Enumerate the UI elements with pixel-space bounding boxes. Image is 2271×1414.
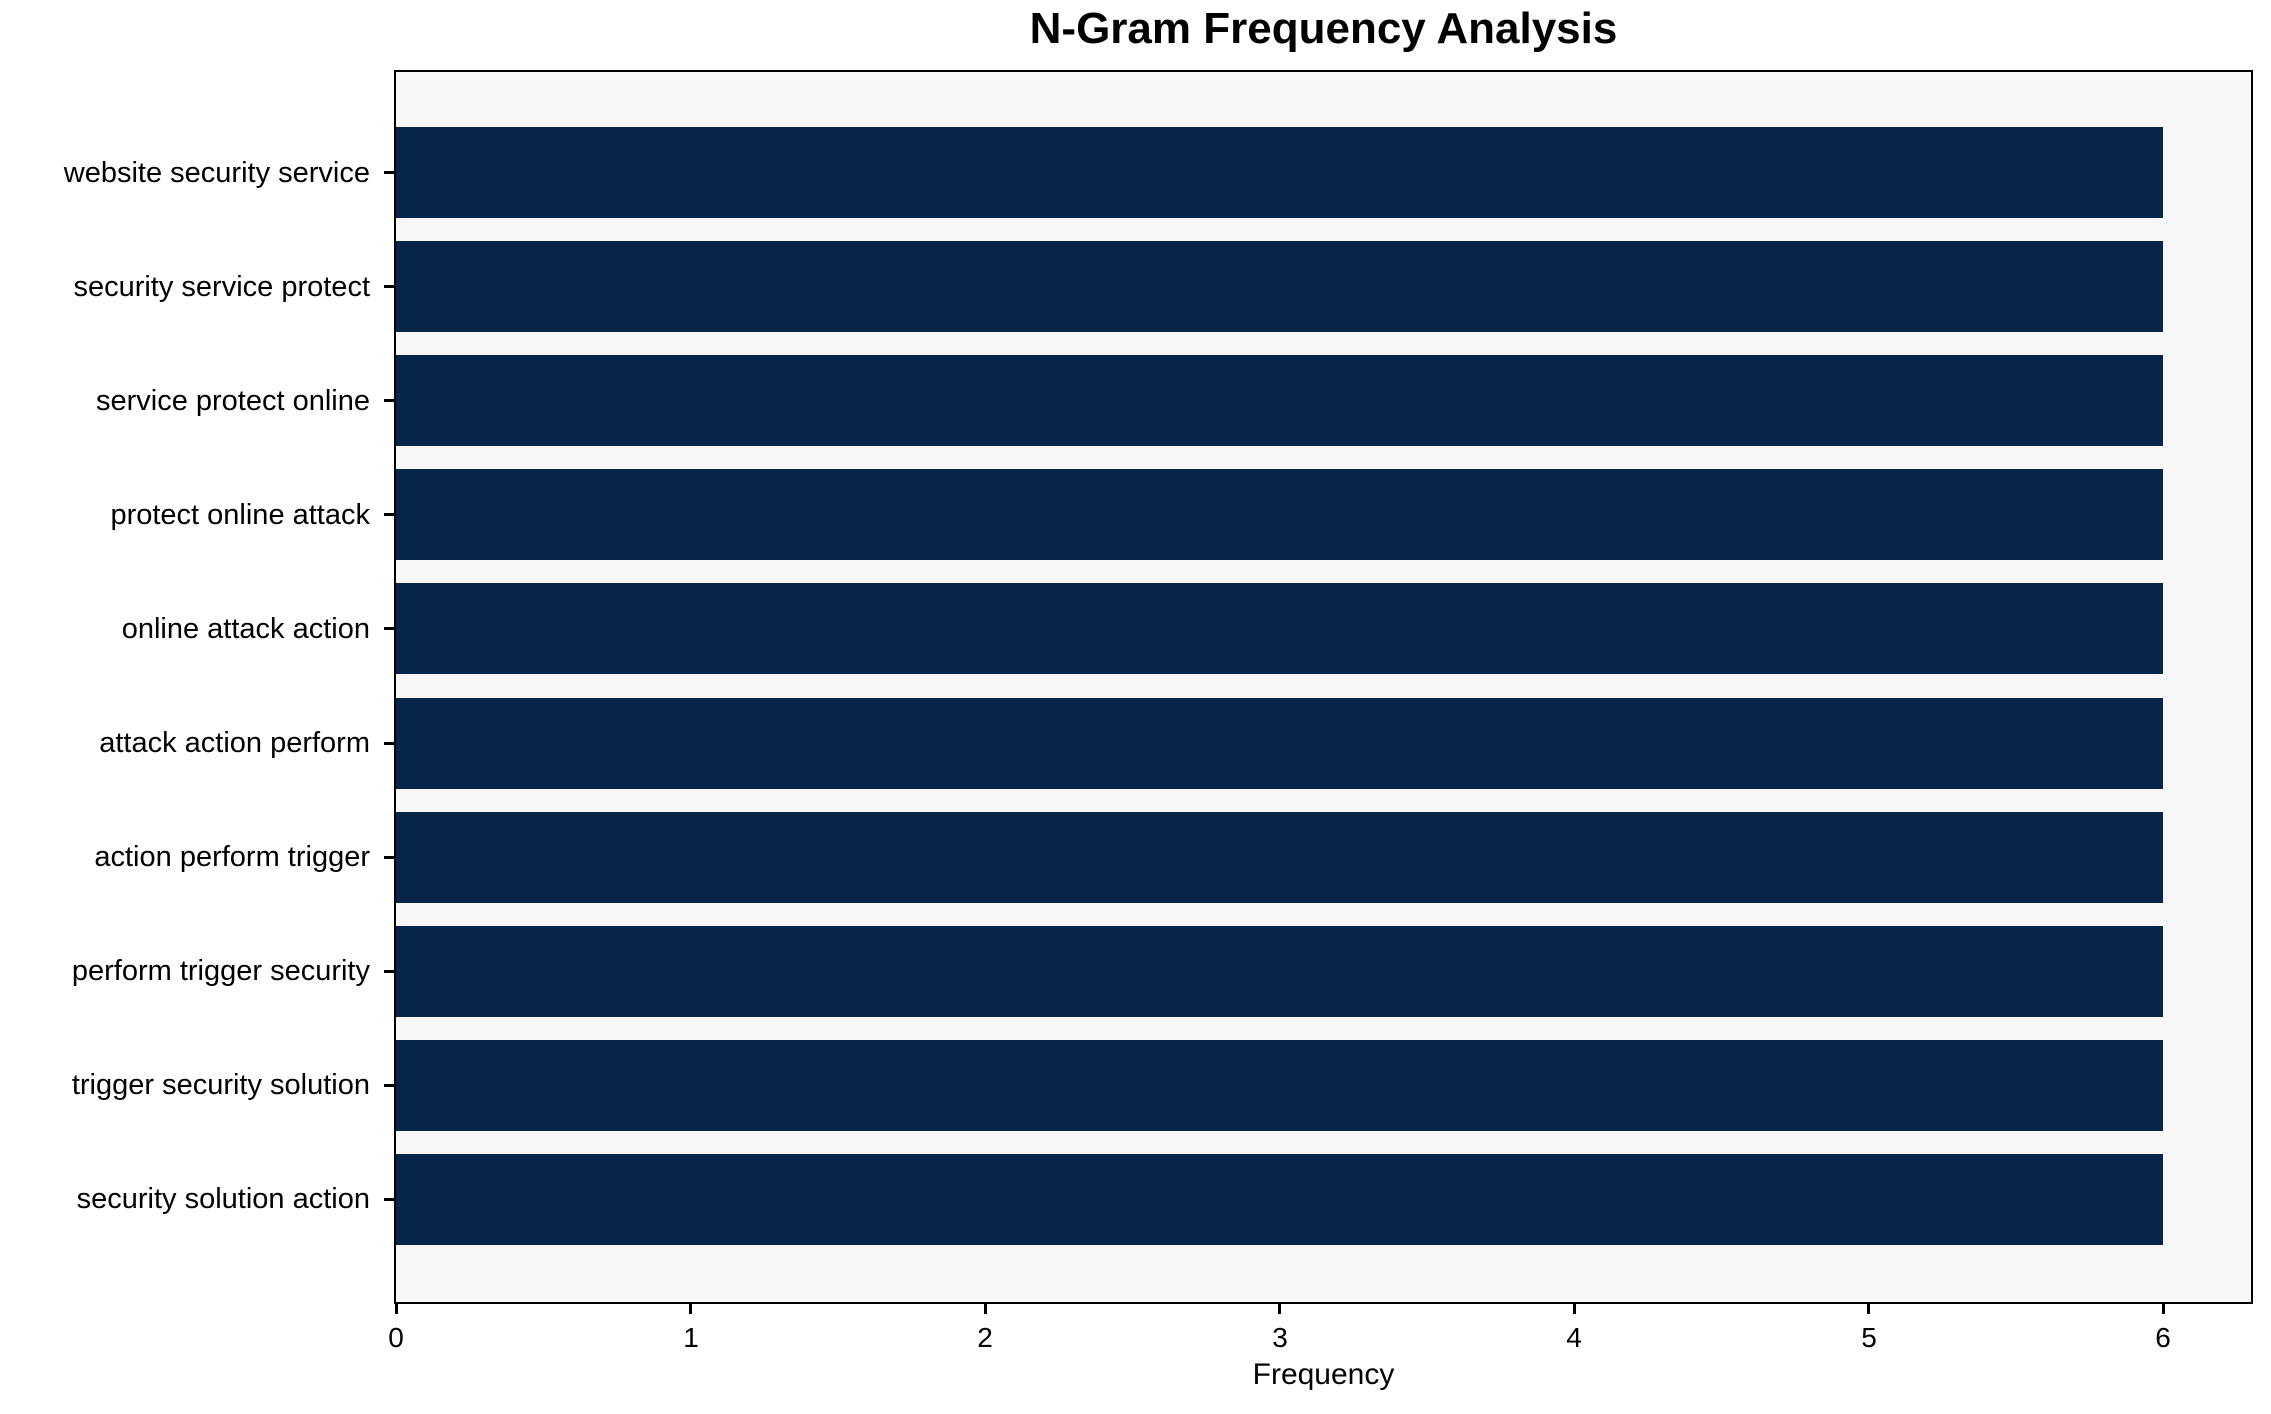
y-tick-label: attack action perform — [99, 727, 370, 759]
y-tick-label: protect online attack — [110, 499, 370, 531]
x-axis-label: Frequency — [1252, 1358, 1395, 1391]
bar-website-security-service — [396, 127, 2163, 218]
bar-perform-trigger-security — [396, 926, 2163, 1017]
y-tick-mark — [384, 513, 394, 516]
y-tick-mark — [384, 1198, 394, 1201]
y-tick-label: perform trigger security — [71, 955, 370, 987]
x-tick-mark — [1278, 1304, 1281, 1314]
x-tick-label: 1 — [683, 1322, 699, 1353]
y-tick-mark — [384, 742, 394, 745]
x-tick-mark — [1573, 1304, 1576, 1314]
bar-online-attack-action — [396, 583, 2163, 674]
y-tick-mark — [384, 970, 394, 973]
y-tick-mark — [384, 399, 394, 402]
y-tick-mark — [384, 627, 394, 630]
x-tick-mark — [395, 1304, 398, 1314]
bar-trigger-security-solution — [396, 1040, 2163, 1131]
x-tick-mark — [1867, 1304, 1870, 1314]
x-tick-mark — [2162, 1304, 2165, 1314]
y-tick-label: website security service — [63, 157, 370, 189]
y-tick-label: trigger security solution — [71, 1069, 370, 1101]
y-tick-label: online attack action — [121, 613, 370, 645]
x-tick-label: 6 — [2155, 1322, 2171, 1353]
x-tick-label: 4 — [1566, 1322, 1582, 1353]
bar-protect-online-attack — [396, 469, 2163, 560]
y-tick-label: security service protect — [73, 271, 370, 303]
bar-service-protect-online — [396, 355, 2163, 446]
bar-attack-action-perform — [396, 698, 2163, 789]
y-tick-mark — [384, 1084, 394, 1087]
y-tick-mark — [384, 856, 394, 859]
x-tick-label: 5 — [1861, 1322, 1877, 1353]
y-tick-label: service protect online — [95, 385, 370, 417]
x-tick-label: 0 — [388, 1322, 404, 1353]
x-tick-mark — [689, 1304, 692, 1314]
y-tick-mark — [384, 171, 394, 174]
y-tick-label: security solution action — [76, 1183, 370, 1215]
x-tick-mark — [984, 1304, 987, 1314]
x-tick-label: 3 — [1272, 1322, 1288, 1353]
bar-action-perform-trigger — [396, 812, 2163, 903]
bar-security-service-protect — [396, 241, 2163, 332]
bar-security-solution-action — [396, 1154, 2163, 1245]
plot-area — [394, 70, 2253, 1304]
y-tick-mark — [384, 285, 394, 288]
x-tick-label: 2 — [977, 1322, 993, 1353]
chart-title: N-Gram Frequency Analysis — [1029, 4, 1618, 53]
y-tick-label: action perform trigger — [94, 841, 370, 873]
